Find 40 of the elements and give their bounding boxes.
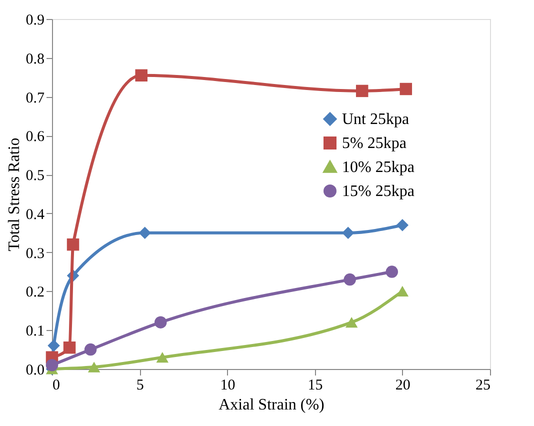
y-tick-label: 0.5 [26, 168, 44, 184]
point [345, 317, 358, 328]
point [396, 286, 409, 297]
point [156, 352, 168, 363]
y-tick-label: 0.2 [26, 284, 44, 301]
point [135, 69, 148, 82]
x-tick-label: 5 [136, 378, 144, 394]
x-tick-label: 20 [395, 378, 410, 394]
point [400, 82, 412, 96]
y-tick-label: 0.3 [26, 246, 44, 262]
legend-label: 5% 25kpa [342, 135, 406, 152]
x-tick-label: 25 [476, 378, 490, 394]
point [66, 238, 80, 251]
point [48, 340, 60, 352]
x-tick-label: 0 [52, 378, 60, 394]
y-axis-title: Total Stress Ratio [6, 138, 23, 252]
point [88, 362, 100, 372]
y-tick-label: 0.4 [26, 206, 45, 223]
point [342, 226, 354, 240]
x-axis-title: Axial Strain (%) [218, 396, 324, 414]
x-tick-label: 10 [220, 378, 236, 394]
x-tick-label: 15 [308, 378, 323, 394]
y-tick-label: 0.1 [26, 324, 44, 340]
point [154, 316, 167, 328]
point [344, 273, 356, 286]
point [386, 266, 398, 278]
point [138, 226, 151, 240]
point [63, 341, 76, 354]
legend-label: Unt 25kpa [342, 111, 410, 128]
legend-label: 15% 25kpa [342, 183, 414, 200]
point [356, 84, 368, 98]
y-tick-label: 0.6 [26, 129, 45, 146]
point [46, 359, 58, 372]
y-tick-label: 0.9 [26, 12, 44, 28]
legend-label: 10% 25kpa [342, 159, 414, 176]
y-tick-label: 0.8 [26, 51, 44, 68]
point [84, 343, 97, 356]
point [396, 218, 409, 232]
y-tick-label: 0.7 [26, 90, 45, 106]
y-tick-label: 0.0 [26, 362, 44, 378]
